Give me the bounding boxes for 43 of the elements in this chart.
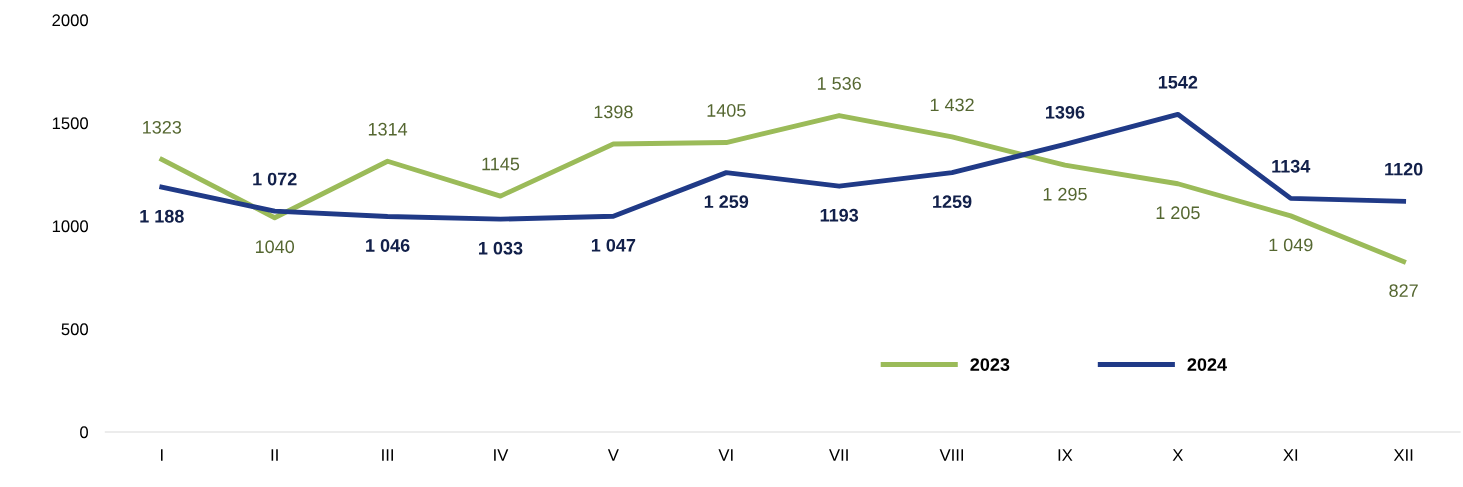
y-tick-label: 1000 [52, 220, 89, 233]
data-label: 1 188 [140, 209, 184, 223]
x-tick-label: IX [1058, 449, 1073, 461]
data-label: 1145 [482, 157, 520, 171]
y-tick-label: 2000 [52, 14, 89, 27]
data-label: 1542 [1158, 75, 1198, 89]
x-tick-label: V [607, 449, 619, 461]
data-label: 1040 [255, 240, 295, 254]
x-tick-label: XI [1283, 449, 1298, 461]
data-label: 1398 [594, 105, 633, 119]
data-label: 1314 [368, 122, 408, 136]
x-tick-label: XII [1393, 449, 1413, 461]
x-tick-label: VII [829, 449, 848, 461]
y-tick-label: 0 [80, 426, 89, 439]
data-label: 1193 [820, 208, 859, 222]
data-label: 1323 [143, 120, 182, 134]
data-label: 1405 [707, 104, 746, 117]
x-tick-label: VIII [939, 449, 964, 461]
legend-label: 2024 [1187, 358, 1227, 371]
data-label: 1 295 [1043, 187, 1087, 201]
data-label: 1 072 [253, 172, 297, 186]
x-tick-label: VI [718, 449, 733, 461]
x-tick-label: X [1172, 449, 1184, 461]
data-label: 1 536 [817, 77, 861, 90]
data-label: 1 049 [1269, 238, 1313, 252]
data-label: 1134 [1272, 159, 1311, 173]
legend-label: 2023 [970, 358, 1010, 371]
x-tick-label: I [161, 449, 163, 461]
data-label: 1 259 [704, 195, 749, 209]
data-label: 1 432 [930, 98, 974, 112]
data-label: 1 047 [591, 238, 636, 252]
data-label: 1 033 [479, 241, 523, 255]
y-tick-label: 1500 [52, 117, 89, 130]
data-label: 827 [1389, 284, 1418, 298]
data-label: 1120 [1385, 162, 1423, 176]
data-label: 1 205 [1156, 206, 1200, 220]
y-tick-label: 500 [61, 323, 89, 336]
x-tick-label: III [382, 449, 393, 461]
data-label: 1 046 [366, 239, 410, 252]
x-tick-label: IV [494, 449, 509, 461]
x-tick-label: II [271, 449, 278, 461]
data-label: 1396 [1046, 105, 1085, 119]
data-label: 1259 [933, 195, 972, 209]
